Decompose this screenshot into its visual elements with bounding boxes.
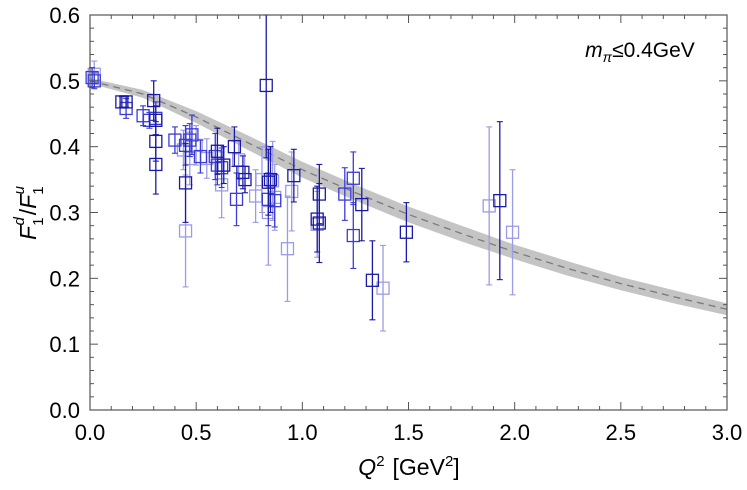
data-point — [185, 114, 199, 156]
data-point — [505, 169, 520, 296]
marker-square — [346, 228, 360, 243]
data-point — [229, 172, 244, 227]
marker-square — [185, 128, 199, 142]
x-tick-label: 2.0 — [499, 420, 530, 445]
data-points-layer — [85, 14, 520, 332]
marker-square — [119, 95, 133, 109]
marker-square — [229, 192, 244, 206]
data-point — [482, 126, 496, 286]
marker-square — [259, 78, 273, 93]
x-tick-labels: 0.0 0.5 1.0 1.5 2.0 2.5 3.0 — [75, 420, 743, 445]
data-point — [217, 146, 231, 185]
data-point — [259, 14, 273, 159]
marker-square — [285, 184, 299, 199]
marker-square — [287, 168, 301, 183]
marker-square — [338, 187, 352, 201]
data-point — [227, 126, 242, 167]
y-tick-label: 0.5 — [49, 69, 80, 94]
data-point — [312, 163, 326, 225]
marker-square — [263, 172, 278, 187]
marker-square — [87, 74, 101, 88]
model-band-layer — [89, 78, 728, 316]
series-mid — [85, 67, 360, 270]
x-tick-label: 2.5 — [606, 420, 637, 445]
marker-square — [312, 187, 326, 201]
marker-square — [310, 212, 324, 226]
data-point — [399, 202, 414, 263]
marker-square — [376, 281, 390, 295]
marker-square — [178, 176, 193, 190]
model-uncertainty-band — [90, 78, 727, 316]
marker-square — [346, 171, 360, 185]
data-point — [355, 167, 369, 242]
marker-square — [168, 133, 182, 147]
data-point — [261, 148, 276, 216]
data-point — [238, 165, 252, 194]
data-point — [365, 240, 380, 321]
marker-square — [280, 242, 295, 256]
data-point — [193, 139, 208, 174]
x-tick-label: 0.0 — [75, 420, 106, 445]
series-dark — [115, 14, 507, 321]
data-point — [285, 151, 299, 232]
y-tick-label: 0.2 — [49, 266, 80, 291]
data-point — [346, 202, 360, 270]
marker-square — [214, 161, 229, 175]
y-tick-label: 0.0 — [49, 398, 80, 423]
data-point — [493, 121, 507, 281]
data-point — [168, 126, 182, 154]
model-central-line — [89, 80, 728, 310]
data-point — [178, 142, 193, 223]
marker-square — [193, 149, 208, 164]
y-tick-labels: 0.0 0.1 0.2 0.3 0.4 0.5 0.6 — [49, 3, 80, 423]
marker-square — [261, 175, 276, 189]
marker-square — [147, 93, 161, 108]
x-tick-label: 0.5 — [181, 420, 212, 445]
data-point — [280, 195, 295, 302]
marker-square — [493, 193, 507, 208]
data-point — [376, 244, 390, 332]
marker-square — [365, 273, 380, 287]
x-tick-label: 1.5 — [393, 420, 424, 445]
plot-frame — [89, 14, 728, 411]
data-point — [119, 95, 133, 109]
marker-square — [482, 199, 496, 213]
y-tick-label: 0.6 — [49, 3, 80, 28]
marker-square — [227, 140, 242, 154]
marker-square — [505, 225, 520, 239]
marker-square — [355, 197, 369, 212]
x-axis-title: Q2 [GeV2] — [358, 453, 459, 480]
marker-square — [183, 133, 197, 147]
marker-square — [399, 225, 414, 239]
marker-square — [149, 157, 163, 172]
mass-cut-annotation: mπ≤0.4GeV — [585, 39, 695, 65]
y-tick-label: 0.3 — [49, 201, 80, 226]
data-point — [287, 148, 301, 203]
marker-square — [85, 70, 99, 85]
marker-square — [238, 172, 252, 187]
data-point — [214, 147, 229, 189]
data-point — [338, 167, 352, 221]
y-tick-label: 0.1 — [49, 332, 80, 357]
data-point — [149, 134, 163, 195]
x-tick-label: 3.0 — [712, 420, 743, 445]
marker-square — [217, 158, 231, 172]
y-axis-title: F1d/F1u — [11, 185, 47, 240]
y-tick-label: 0.4 — [49, 135, 80, 160]
marker-square — [178, 224, 193, 238]
x-tick-label: 1.0 — [287, 420, 318, 445]
marker-square — [265, 174, 280, 188]
